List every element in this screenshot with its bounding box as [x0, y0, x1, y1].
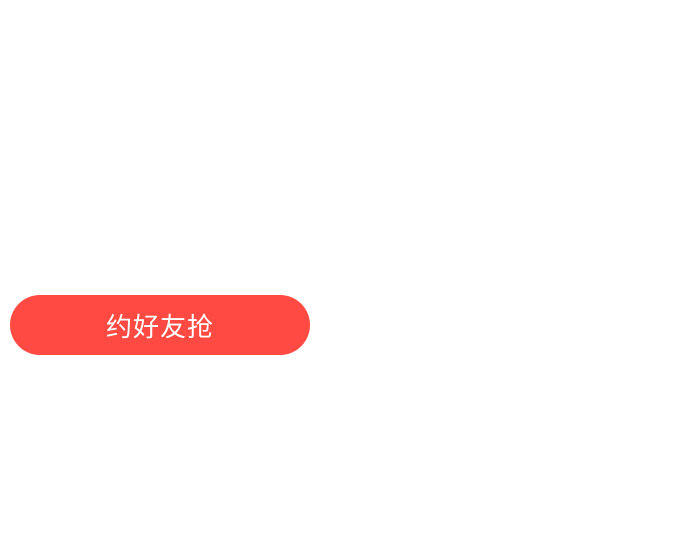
invite-friends-button[interactable]: 约好友抢	[10, 295, 310, 355]
invite-friends-button-label: 约好友抢	[105, 312, 214, 343]
